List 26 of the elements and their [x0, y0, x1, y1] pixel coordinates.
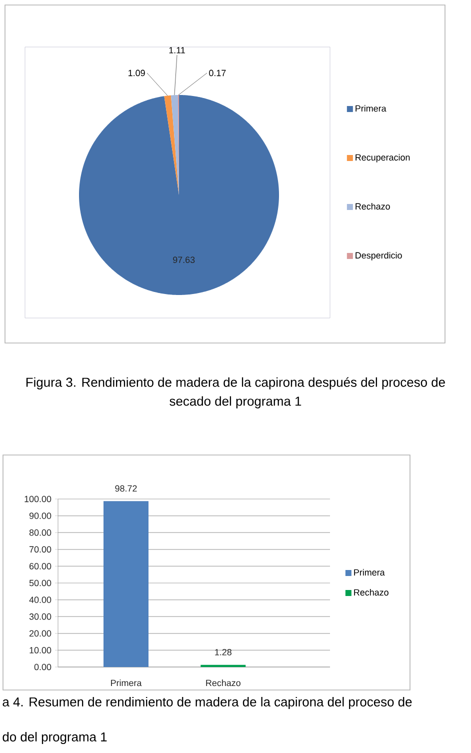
legend-label: Rechazo	[356, 202, 390, 210]
legend-label: Primera	[354, 569, 385, 576]
y-tick-label: 20.00	[29, 630, 52, 637]
data-label: 97.63	[173, 256, 195, 263]
legend-label: Primera	[356, 105, 386, 112]
y-tick-label: 70.00	[29, 546, 52, 553]
data-label: 1.28	[215, 648, 232, 656]
y-tick-label: 90.00	[29, 512, 52, 519]
y-tick-label: 50.00	[29, 580, 52, 586]
y-tick-label: 0.00	[34, 664, 52, 670]
y-tick-label: 30.00	[29, 613, 52, 620]
data-label: 98.72	[115, 485, 137, 492]
text: a 4. Resumen de rendimiento de madera de la capirona del proceso de	[2, 696, 412, 710]
y-tick-label: 80.00	[29, 529, 52, 536]
y-tick-label: 10.00	[30, 647, 52, 654]
data-label: 0.17	[209, 70, 226, 76]
y-tick-label: 40.00	[29, 596, 52, 603]
text: Figura 3. Rendimiento de madera de la capirona después del proceso de secado del programa 1	[26, 377, 445, 408]
y-tick-label: 60.00	[29, 563, 52, 570]
data-label: 1.11	[169, 47, 185, 54]
legend-label: Rechazo	[354, 588, 388, 596]
legend-label: Desperdicio	[356, 252, 402, 260]
text: do del programa 1	[2, 732, 107, 744]
y-tick-label: 100.00	[24, 496, 52, 502]
data-label: 1.09	[128, 70, 145, 76]
legend-label: Recuperacion	[356, 154, 410, 162]
